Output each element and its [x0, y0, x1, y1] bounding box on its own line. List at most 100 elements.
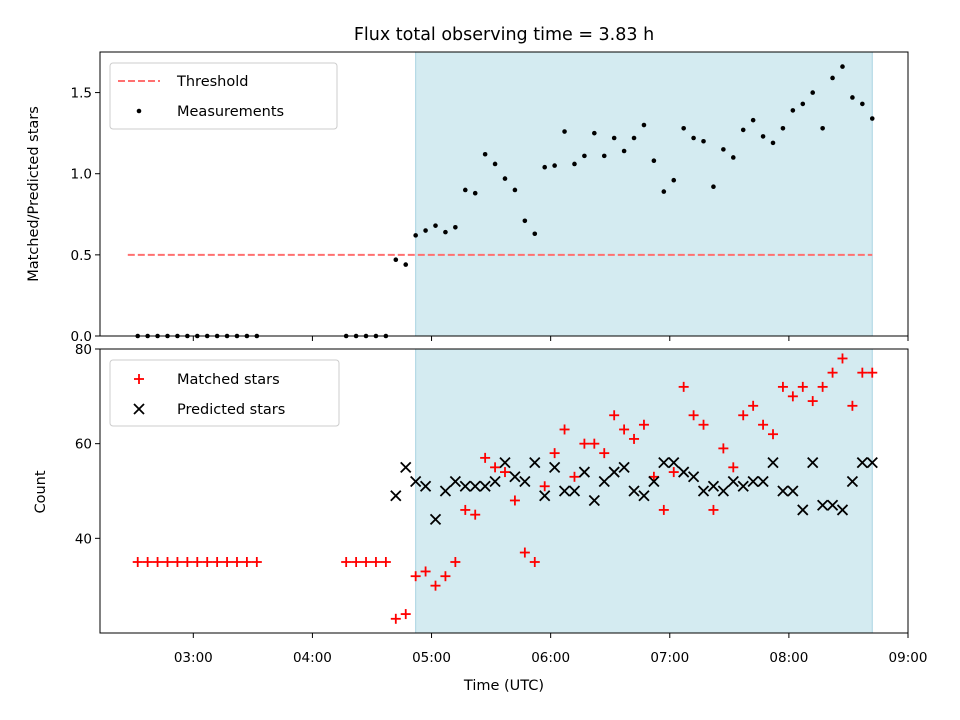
matched-point: [787, 391, 798, 402]
bottom-panel: 40 60 80 03:00 04:00 05:00 06:00 07:00 08:00 09:…: [33, 342, 927, 694]
matched-point: [490, 462, 501, 473]
predicted-point: [668, 456, 680, 469]
measurement-point: [671, 177, 677, 183]
legend-plus-marker: [134, 374, 144, 384]
measurement-point: [780, 125, 786, 131]
predicted-point: [826, 499, 839, 511]
predicted-point: [797, 504, 809, 516]
predicted-point: [499, 456, 511, 469]
measurement-point: [462, 187, 468, 193]
measurement-point: [443, 229, 448, 235]
matched-point: [222, 557, 233, 567]
matched-point: [629, 433, 640, 444]
predicted-point: [390, 490, 402, 502]
x-tick-label: 07:00: [650, 650, 689, 666]
matched-point: [480, 452, 491, 463]
measurement-point: [740, 127, 746, 133]
matched-point: [857, 367, 868, 378]
matched-point: [380, 557, 391, 567]
predicted-point: [658, 456, 670, 469]
x-tick-label: 05:00: [412, 650, 451, 666]
measurement-point: [502, 176, 508, 181]
predicted-point: [588, 494, 600, 507]
measurement-point: [760, 134, 766, 139]
matched-point: [817, 381, 828, 392]
legend-predicted-swatch: [133, 403, 145, 415]
measurement-point: [701, 138, 706, 144]
matched-point: [827, 367, 838, 378]
legend-predicted-label: Predicted stars: [177, 402, 285, 418]
measurement-point: [641, 122, 647, 128]
predicted-point: [628, 485, 640, 497]
predicted-point: [419, 480, 432, 492]
matched-point: [559, 424, 570, 435]
measurement-point: [840, 64, 845, 69]
measurement-point: [691, 135, 696, 141]
matched-point: [450, 557, 461, 567]
x-axis-label: Time (UTC): [463, 678, 544, 694]
matched-point: [241, 557, 252, 567]
predicted-point: [787, 485, 799, 497]
predicted-point: [598, 475, 610, 488]
bottom-axes-frame: [99, 348, 909, 634]
measurement-point: [522, 218, 528, 224]
matched-point: [361, 557, 372, 567]
predicted-point: [410, 475, 422, 488]
matched-point: [539, 481, 550, 492]
top-y-axis-label: Matched/Predicted stars: [26, 106, 42, 282]
predicted-point: [856, 456, 868, 469]
top-y-tick-label: 1.0: [71, 167, 92, 183]
measurement-point: [860, 101, 865, 107]
measurement-point: [611, 135, 617, 141]
measurement-point: [542, 164, 547, 170]
matched-point: [460, 504, 471, 515]
matched-point: [569, 471, 580, 482]
measurement-point: [800, 101, 806, 107]
predicted-point: [807, 456, 819, 469]
predicted-point: [509, 471, 521, 483]
measurement-point: [413, 233, 418, 238]
measurement-point: [681, 125, 686, 131]
matched-point: [420, 566, 431, 577]
matched-point: [202, 557, 213, 567]
predicted-point: [846, 475, 859, 488]
legend-x-marker: [133, 403, 145, 415]
predicted-point: [638, 490, 650, 502]
measurement-point: [532, 231, 538, 237]
predicted-point: [429, 513, 442, 526]
matched-point: [370, 557, 381, 567]
matched-point: [400, 609, 411, 620]
predicted-point: [568, 485, 581, 497]
top-y-tick-label: 1.5: [71, 86, 92, 102]
bottom-observing-span: [415, 348, 873, 634]
predicted-point: [866, 456, 878, 469]
legend-matched-label: Matched stars: [177, 372, 280, 388]
bottom-y-tick-label: 60: [75, 437, 92, 453]
measurement-point: [433, 223, 438, 228]
matched-point: [867, 367, 878, 378]
predicted-point: [489, 475, 501, 488]
matched-point: [341, 557, 352, 567]
predicted-point: [400, 461, 412, 473]
matched-point: [182, 557, 193, 567]
matched-point: [668, 467, 679, 478]
matched-point: [797, 381, 808, 392]
matched-point: [410, 571, 421, 582]
measurement-point: [492, 161, 498, 167]
measurement-point: [621, 148, 627, 154]
bottom-y-ticks: 40 60 80: [75, 342, 100, 547]
bottom-x-ticks: 03:00 04:00 05:00 06:00 07:00 08:00 09:00: [174, 633, 927, 666]
top-x-ticks: [192, 336, 909, 341]
measurement-point: [423, 228, 428, 233]
matched-point: [162, 557, 173, 567]
predicted-point: [727, 475, 739, 488]
measurement-point: [403, 262, 409, 267]
measurement-point: [850, 95, 855, 100]
matched-point: [509, 495, 520, 506]
chart-title: Flux total observing time = 3.83 h: [354, 25, 654, 45]
predicted-point: [648, 475, 660, 488]
measurement-point: [482, 151, 488, 157]
bottom-legend-box: [109, 359, 340, 427]
predicted-point: [539, 490, 551, 502]
